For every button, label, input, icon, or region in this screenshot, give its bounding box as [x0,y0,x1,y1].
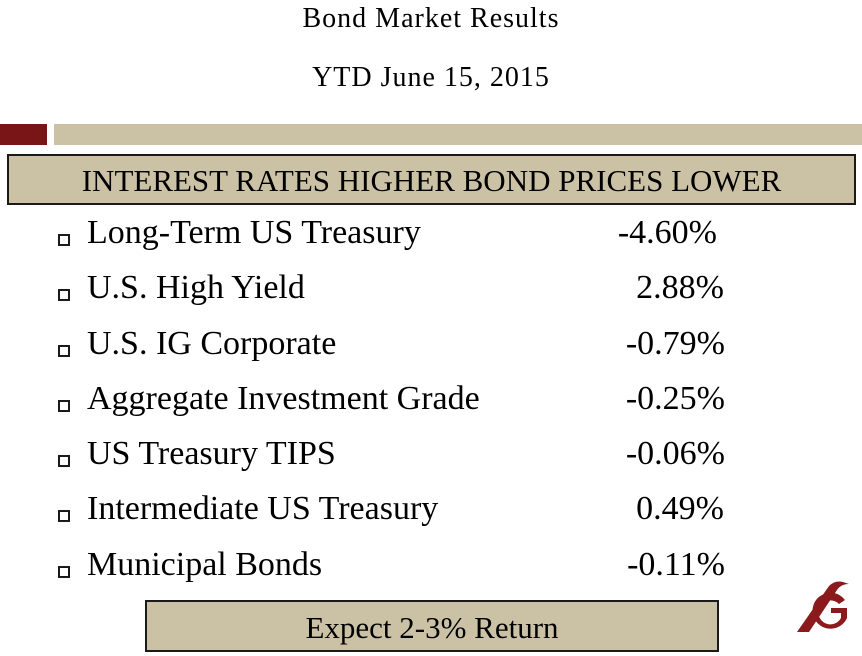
accent-bar-dark [0,124,47,145]
item-label: Intermediate US Treasury [87,490,439,528]
accent-bar-light [54,124,862,145]
slide-subtitle: YTD June 15, 2015 [312,62,550,93]
square-bullet-icon [58,344,70,357]
headline-banner: INTEREST RATES HIGHER BOND PRICES LOWER [7,154,856,205]
item-label: Municipal Bonds [87,545,323,583]
square-bullet-icon [58,510,70,523]
item-label: Long-Term US Treasury [87,214,421,251]
item-value: 0.49% [636,490,724,528]
item-label: Aggregate Investment Grade [87,379,480,417]
list-item: Long-Term US Treasury -4.60% [0,206,862,261]
item-value: -0.06% [625,435,725,473]
list-item: Aggregate Investment Grade -0.25% [0,372,862,427]
item-value: -4.60% [617,214,717,251]
item-label: U.S. IG Corporate [87,324,337,362]
slide-title: Bond Market Results [302,3,560,34]
item-label: US Treasury TIPS [87,435,336,473]
list-item: U.S. IG Corporate -0.79% [0,317,862,372]
item-value: -0.79% [625,324,725,362]
list-item: U.S. High Yield 2.88% [0,261,862,316]
list-item: US Treasury TIPS -0.06% [0,427,862,482]
expected-return-box: Expect 2-3% Return [145,600,719,652]
list-item: Intermediate US Treasury 0.49% [0,482,862,537]
item-value: -0.25% [625,379,725,417]
g-logo-icon [797,581,849,632]
square-bullet-icon [58,455,70,468]
results-list: Long-Term US Treasury -4.60% U.S. High Y… [0,206,862,593]
square-bullet-icon [58,565,70,578]
logo-swoosh [797,581,849,632]
item-label: U.S. High Yield [87,269,305,307]
item-value: 2.88% [636,269,724,307]
list-item: Municipal Bonds -0.11% [0,538,862,593]
logo-g-shape [812,592,847,629]
item-value: -0.11% [627,545,725,583]
square-bullet-icon [58,399,70,412]
square-bullet-icon [58,289,70,302]
square-bullet-icon [58,234,70,246]
